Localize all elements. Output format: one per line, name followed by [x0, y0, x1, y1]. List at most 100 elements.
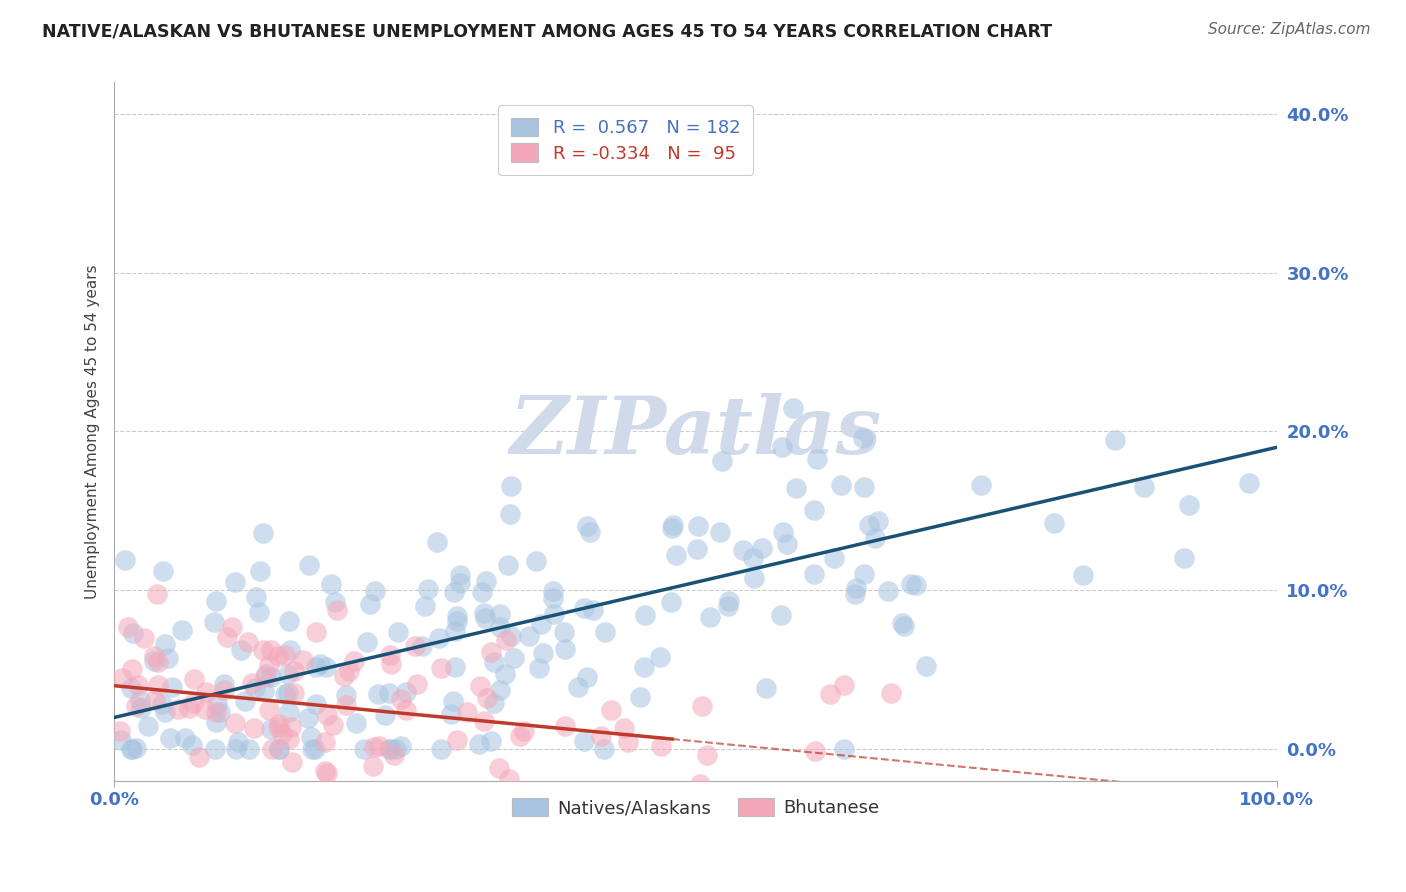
Point [110, 724, 132, 739]
Point [613, 721, 636, 735]
Point [1071, 568, 1094, 582]
Point [449, 576, 471, 591]
Point [501, 479, 523, 493]
Point [785, 481, 807, 495]
Point [628, 690, 651, 705]
Point [374, 708, 396, 723]
Point [238, 742, 260, 756]
Point [686, 519, 709, 533]
Point [543, 584, 565, 599]
Point [498, 558, 520, 573]
Point [699, 610, 721, 624]
Point [274, 648, 297, 663]
Point [818, 687, 841, 701]
Text: NATIVE/ALASKAN VS BHUTANESE UNEMPLOYMENT AMONG AGES 45 TO 54 YEARS CORRELATION C: NATIVE/ALASKAN VS BHUTANESE UNEMPLOYMENT… [42, 22, 1052, 40]
Point [387, 625, 409, 640]
Point [1104, 433, 1126, 447]
Point [441, 694, 464, 708]
Point [498, 772, 520, 787]
Point [617, 734, 640, 748]
Point [322, 717, 344, 731]
Point [353, 742, 375, 756]
Point [405, 677, 427, 691]
Point [742, 551, 765, 566]
Point [150, 697, 173, 711]
Point [475, 574, 498, 588]
Point [430, 661, 453, 675]
Point [363, 583, 385, 598]
Point [446, 733, 468, 747]
Point [633, 660, 655, 674]
Point [319, 576, 342, 591]
Point [283, 665, 305, 679]
Point [600, 703, 623, 717]
Point [260, 670, 283, 684]
Point [426, 535, 449, 549]
Point [830, 477, 852, 491]
Point [291, 652, 314, 666]
Point [315, 660, 337, 674]
Point [449, 568, 471, 582]
Point [696, 748, 718, 763]
Point [443, 585, 465, 599]
Point [153, 705, 176, 719]
Point [247, 605, 270, 619]
Point [170, 624, 193, 638]
Point [221, 620, 243, 634]
Point [183, 672, 205, 686]
Point [195, 684, 218, 698]
Point [143, 654, 166, 668]
Point [240, 676, 263, 690]
Point [479, 645, 502, 659]
Point [446, 608, 468, 623]
Point [367, 687, 389, 701]
Point [394, 703, 416, 717]
Point [806, 452, 828, 467]
Point [253, 683, 276, 698]
Point [280, 755, 302, 769]
Point [323, 595, 346, 609]
Point [389, 739, 412, 753]
Point [482, 696, 505, 710]
Point [326, 603, 349, 617]
Point [260, 742, 283, 756]
Point [619, 793, 641, 807]
Point [488, 762, 510, 776]
Point [162, 681, 184, 695]
Point [363, 740, 385, 755]
Point [893, 619, 915, 633]
Point [853, 567, 876, 582]
Point [853, 479, 876, 493]
Point [592, 742, 614, 756]
Point [775, 537, 797, 551]
Point [495, 633, 517, 648]
Point [225, 741, 247, 756]
Point [489, 683, 512, 698]
Point [193, 702, 215, 716]
Point [114, 553, 136, 567]
Point [742, 571, 765, 585]
Point [208, 706, 231, 720]
Point [148, 655, 170, 669]
Point [879, 686, 901, 700]
Point [479, 734, 502, 748]
Point [212, 683, 235, 698]
Point [863, 531, 886, 545]
Point [254, 667, 277, 681]
Point [803, 744, 825, 758]
Point [277, 731, 299, 746]
Point [690, 699, 713, 714]
Point [866, 514, 889, 528]
Point [121, 663, 143, 677]
Point [593, 625, 616, 640]
Point [257, 703, 280, 717]
Point [832, 678, 855, 692]
Point [204, 742, 226, 756]
Point [236, 634, 259, 648]
Point [429, 742, 451, 756]
Point [212, 677, 235, 691]
Point [475, 691, 498, 706]
Point [567, 680, 589, 694]
Point [782, 401, 804, 415]
Point [121, 742, 143, 756]
